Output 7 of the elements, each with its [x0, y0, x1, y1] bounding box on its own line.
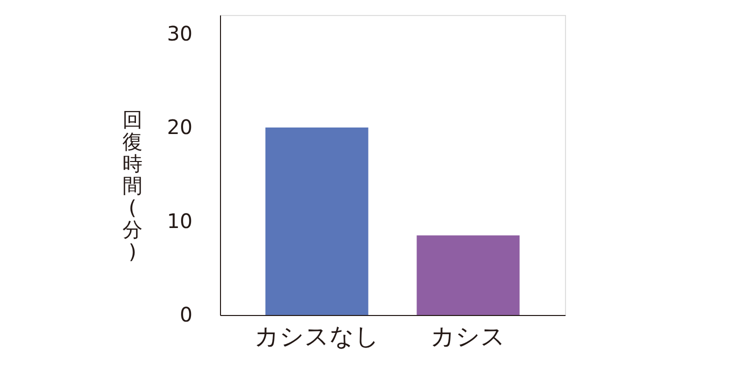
- x-tick-label: カシスなし: [254, 322, 380, 350]
- x-tick-label: カシス: [430, 322, 506, 350]
- y-tick-label: 30: [167, 21, 192, 46]
- y-tick-label: 10: [167, 208, 192, 233]
- y-axis-title: 回復時間(分): [122, 108, 142, 264]
- y-tick-label: 0: [180, 302, 192, 326]
- y-tick-label: 20: [167, 115, 192, 139]
